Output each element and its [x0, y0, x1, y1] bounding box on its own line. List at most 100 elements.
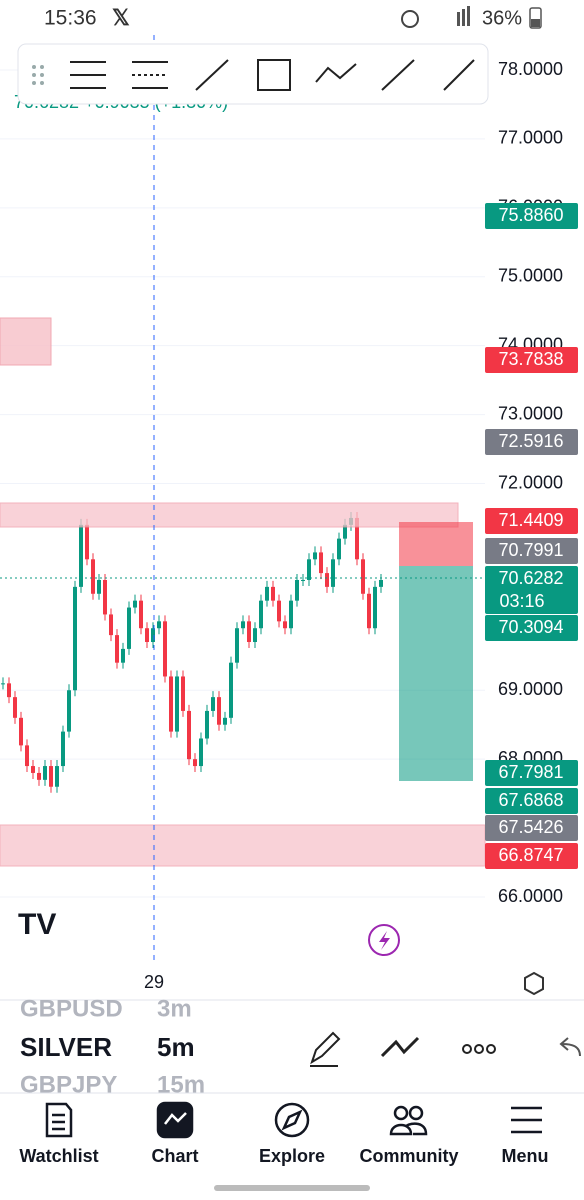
price-badge-label: 67.5426: [498, 817, 563, 837]
candle: [157, 621, 161, 629]
candle: [145, 628, 149, 643]
candle: [31, 766, 35, 773]
tool-path[interactable]: [315, 63, 357, 83]
explore-icon: [274, 1102, 310, 1138]
candle: [79, 524, 83, 587]
nav-label[interactable]: Watchlist: [19, 1146, 98, 1166]
tool-rectangle[interactable]: [257, 59, 291, 91]
candle: [325, 573, 329, 587]
candle: [301, 579, 305, 581]
tool-fib[interactable]: [70, 61, 106, 89]
candle: [139, 600, 143, 629]
settings-icon[interactable]: [524, 971, 544, 996]
indicator-button[interactable]: [380, 1036, 420, 1058]
candle: [211, 697, 215, 711]
battery-text: 36%: [482, 7, 522, 29]
target-zone: [399, 566, 473, 781]
interval[interactable]: 15m: [157, 1071, 205, 1098]
interval[interactable]: 5m: [157, 1032, 195, 1062]
candle: [61, 731, 65, 767]
candle: [313, 552, 317, 560]
battery-level: [531, 19, 540, 27]
candle: [133, 600, 137, 608]
signal-icon: [457, 12, 460, 26]
community-icon-body: [389, 1122, 428, 1136]
price-badge-label: 66.8747: [498, 845, 563, 865]
candle: [181, 676, 185, 711]
y-tick-label: 77.0000: [498, 128, 563, 148]
logo: TV: [18, 908, 56, 941]
price-badge: [485, 566, 578, 614]
candle: [277, 600, 281, 622]
candle: [187, 710, 191, 760]
candle: [223, 717, 227, 725]
battery-icon: [529, 7, 542, 29]
candle: [97, 579, 101, 594]
price-badge-label: 70.7991: [498, 540, 563, 560]
price-badge-label: 67.7981: [498, 762, 563, 782]
zone: [0, 502, 459, 528]
undo-button[interactable]: [559, 1037, 581, 1057]
nav-label[interactable]: Explore: [259, 1146, 325, 1166]
countdown: 03:16: [499, 591, 544, 611]
y-tick-label: 73.0000: [498, 403, 563, 423]
symbol[interactable]: GBPJPY: [20, 1071, 117, 1098]
price-badge: [485, 538, 578, 564]
price-badge-label: 75.8860: [498, 205, 563, 225]
symbol[interactable]: SILVER: [20, 1032, 112, 1062]
candle: [19, 717, 23, 746]
zone: [0, 824, 486, 867]
stop-zone: [399, 522, 473, 566]
y-tick-label: 72.0000: [498, 472, 563, 492]
symbol[interactable]: GBPUSD: [20, 995, 123, 1022]
tool-fib-ext[interactable]: [132, 61, 168, 89]
tool-ray[interactable]: [443, 59, 475, 91]
lightning-icon: [379, 931, 390, 950]
community-icon: [393, 1105, 409, 1121]
interval[interactable]: 3m: [157, 995, 192, 1022]
price-badge: [485, 843, 578, 869]
candle: [205, 710, 209, 739]
home-indicator: [214, 1185, 370, 1191]
candle: [247, 621, 251, 643]
price-badge-label: 70.6282: [498, 568, 563, 588]
nav-label[interactable]: Community: [360, 1146, 459, 1166]
candle: [121, 648, 125, 663]
signal-icon: [467, 6, 470, 26]
tool-parallel[interactable]: [381, 59, 415, 91]
candle: [127, 607, 131, 649]
candle: [343, 524, 347, 539]
candle: [7, 683, 11, 698]
price-badge: [485, 788, 578, 814]
candle: [55, 766, 59, 787]
nav-label[interactable]: Chart: [151, 1146, 198, 1166]
candle: [151, 628, 155, 643]
price-badge: [485, 760, 578, 786]
candle: [283, 621, 287, 629]
lightning-button[interactable]: [368, 924, 400, 956]
more-button[interactable]: [462, 1044, 496, 1054]
nav-label[interactable]: Menu: [502, 1146, 549, 1166]
candle: [115, 635, 119, 663]
candle: [169, 676, 173, 732]
candle: [373, 586, 377, 629]
candle: [289, 600, 293, 629]
y-tick-label: 78.0000: [498, 59, 563, 79]
explore-needle: [281, 1109, 303, 1131]
y-tick-label: 75.0000: [498, 266, 563, 286]
price-badge: [485, 429, 578, 455]
candle: [73, 586, 77, 691]
y-tick-label: 69.0000: [498, 679, 563, 699]
menu-icon: [511, 1106, 542, 1134]
community-icon: [408, 1105, 424, 1121]
alarm-icon: [401, 10, 419, 28]
candle: [13, 697, 17, 718]
candle: [265, 586, 269, 601]
tool-trend-line[interactable]: [195, 59, 229, 91]
candle: [361, 559, 365, 594]
x-icon: 𝕏: [112, 5, 130, 30]
chart-icon-line: [164, 1112, 187, 1125]
price-badge: [485, 508, 578, 534]
draw-button[interactable]: [310, 1031, 341, 1067]
